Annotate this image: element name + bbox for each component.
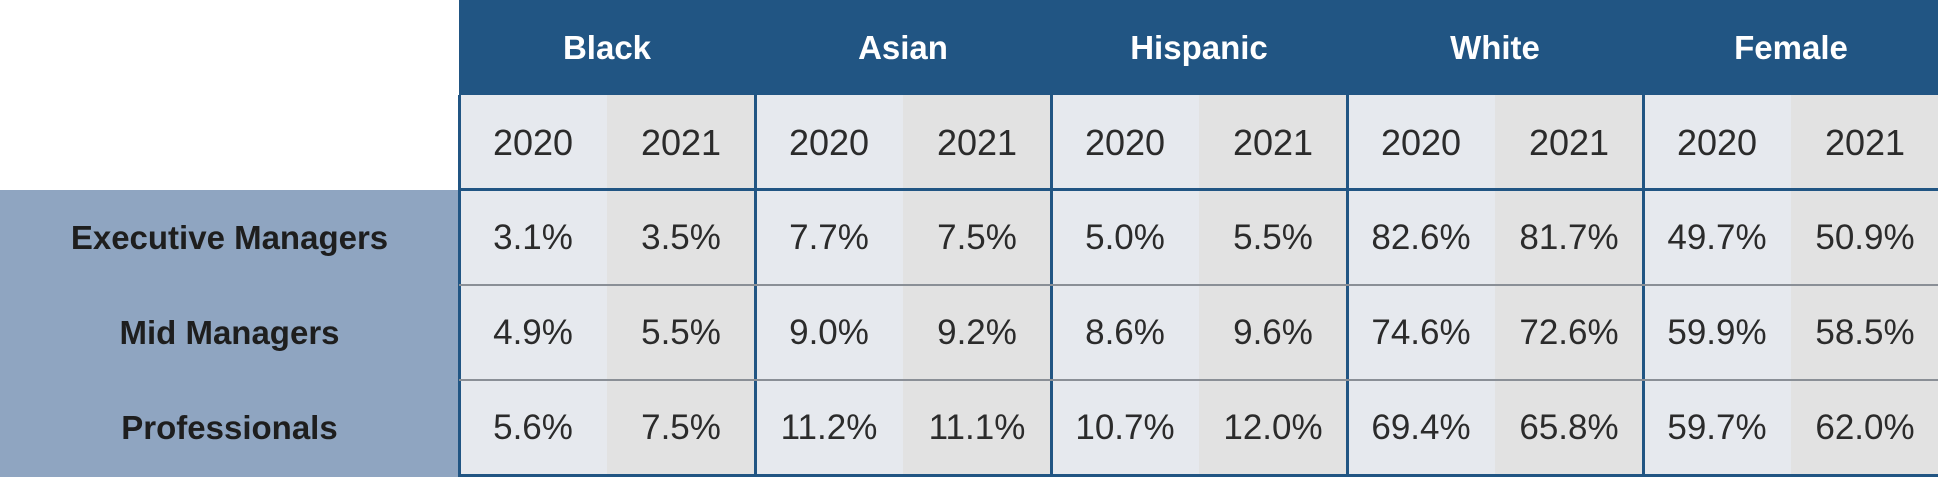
table-cell-bg [1199,285,1347,380]
table-cell-value: 4.9% [493,312,573,352]
table-cell-value: 11.1% [928,407,1026,447]
table-cell-value: 69.4% [1371,407,1471,447]
row-label-1: Mid Managers [119,313,340,351]
table-cell-value: 82.6% [1371,217,1471,257]
table-cell-value: 58.5% [1815,312,1915,352]
table-cell-value: 5.6% [493,407,573,447]
year-label-female-2021: 2021 [1824,121,1906,163]
table-cell-value: 5.5% [1233,217,1313,257]
table-cell-value: 9.2% [937,312,1017,352]
row-label-2: Professionals [121,408,338,446]
table-cell-value: 65.8% [1519,407,1619,447]
table-cell-value: 50.9% [1815,217,1915,257]
table-cell-bg [1495,190,1643,285]
table-cell-bg [755,190,903,285]
year-cell-bg [1347,95,1495,190]
row-divider [459,379,1938,381]
group-header-white: White [1450,28,1540,66]
group-divider [1050,95,1053,477]
table-cell-value: 5.5% [641,312,721,352]
year-cell-bg [1643,95,1791,190]
year-cell-bg [1495,95,1643,190]
table-cell-bg [1051,380,1199,475]
table-cell-value: 59.7% [1667,407,1767,447]
group-header-asian: Asian [858,28,948,66]
table-cell-bg [903,190,1051,285]
table-cell-value: 3.1% [493,217,573,257]
table-left-border [458,95,461,477]
year-cell-bg [1051,95,1199,190]
year-cell-bg [903,95,1051,190]
group-header-band [459,0,1938,95]
year-label-asian-2021: 2021 [936,121,1018,163]
table-cell-bg [1791,380,1938,475]
table-cell-bg [1643,380,1791,475]
table-cell-bg [459,285,607,380]
year-cell-bg [1791,95,1938,190]
year-cell-bg [607,95,755,190]
table-cell-bg [607,380,755,475]
table-cell-value: 7.5% [641,407,721,447]
year-label-female-2020: 2020 [1676,121,1758,163]
table-cell-value: 62.0% [1815,407,1915,447]
group-header-black: Black [562,28,652,66]
group-header-female: Female [1734,28,1848,66]
row-label-0: Executive Managers [70,218,389,256]
group-divider [1642,95,1645,477]
table-cell-bg [1791,285,1938,380]
year-cell-bg [1199,95,1347,190]
table-cell-bg [459,380,607,475]
table-cell-bg [1347,190,1495,285]
year-cell-bg [755,95,903,190]
table-cell-value: 74.6% [1371,312,1471,352]
table-cell-bg [1495,380,1643,475]
table-cell-value: 3.5% [641,217,721,257]
table-cell-bg [1051,285,1199,380]
year-label-white-2021: 2021 [1528,121,1610,163]
table-cell-bg [1495,285,1643,380]
table-cell-bg [1051,190,1199,285]
table-cell-value: 12.0% [1223,407,1323,447]
table-cell-bg [755,380,903,475]
group-header-hispanic: Hispanic [1130,28,1268,66]
table-cell-value: 72.6% [1519,312,1619,352]
table-cell-bg [459,190,607,285]
table-cell-bg [1347,380,1495,475]
table-cell-value: 59.9% [1667,312,1767,352]
row-header-column [0,190,459,477]
table-cell-value: 8.6% [1085,312,1165,352]
table-cell-bg [1791,190,1938,285]
table-cell-bg [1643,190,1791,285]
table-cell-value: 7.5% [937,217,1017,257]
table-cell-value: 5.0% [1085,217,1165,257]
table-cell-value: 9.6% [1233,312,1313,352]
table-cell-bg [1199,380,1347,475]
table-bottom-line [459,474,1938,477]
table-cell-bg [607,285,755,380]
year-label-white-2020: 2020 [1380,121,1462,163]
table-cell-bg [755,285,903,380]
year-cell-bg [459,95,607,190]
year-label-hispanic-2020: 2020 [1084,121,1166,163]
row-divider [459,284,1938,286]
year-label-black-2020: 2020 [492,121,574,163]
table-cell-bg [607,190,755,285]
table-cell-bg [903,380,1051,475]
table-cell-value: 9.0% [789,312,869,352]
table-cell-value: 7.7% [789,217,869,257]
table-cell-bg [903,285,1051,380]
year-label-black-2021: 2021 [640,121,722,163]
table-cell-value: 11.2% [780,407,878,447]
table-cell-bg [1643,285,1791,380]
header-bottom-line [459,188,1938,191]
table-cell-bg [1199,190,1347,285]
group-divider [754,95,757,477]
year-label-hispanic-2021: 2021 [1232,121,1314,163]
year-label-asian-2020: 2020 [788,121,870,163]
group-divider [1346,95,1349,477]
table-cell-value: 49.7% [1667,217,1767,257]
table-cell-value: 10.7% [1075,407,1175,447]
table-cell-bg [1347,285,1495,380]
table-cell-value: 81.7% [1519,217,1619,257]
